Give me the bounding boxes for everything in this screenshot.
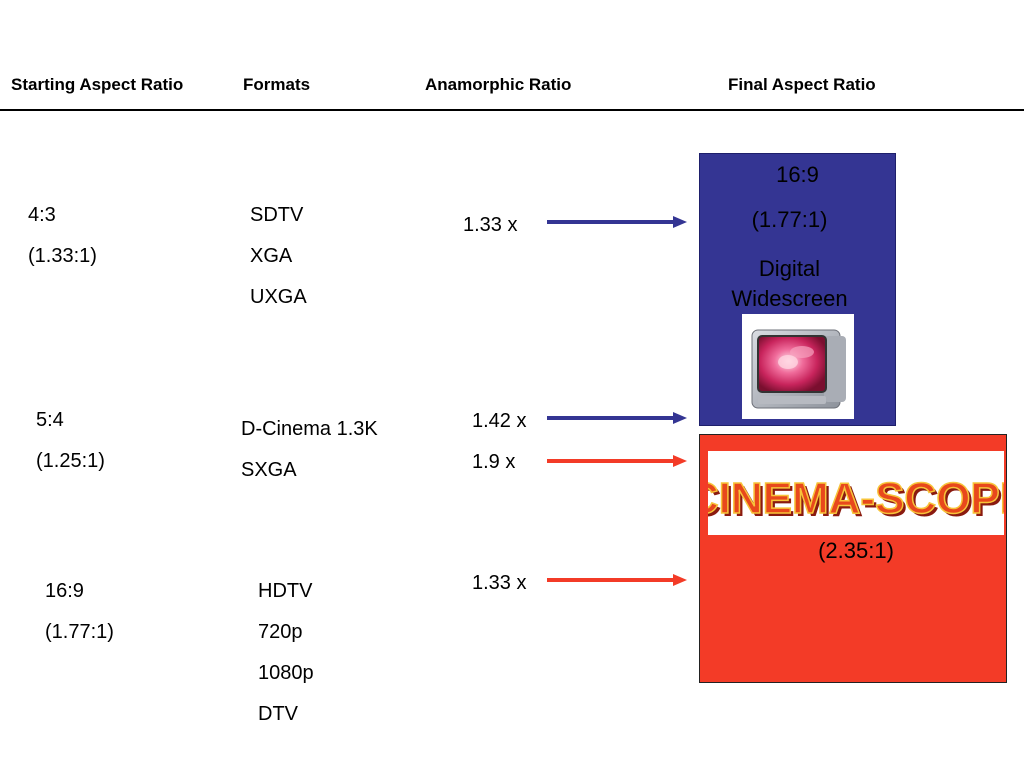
header-starting-aspect-ratio: Starting Aspect Ratio [11,75,184,94]
cinemascope-logo-graphic: CINEMA-SCOPE CINEMA-SCOPE [686,473,1024,526]
row-4-3-starting: 4:3 (1.33:1) [28,195,97,277]
television-icon [751,329,846,409]
anamorphic-factor: 1.33 x [463,214,518,236]
widescreen-ratio: 16:9 [776,162,819,187]
row-16-9-starting: 16:9 (1.77:1) [45,571,114,653]
format-item: UXGA [250,286,307,308]
format-item: DTV [258,703,298,725]
starting-ratio-numeric: (1.33:1) [28,245,97,267]
starting-ratio-numeric: (1.77:1) [45,621,114,643]
row-5-4-starting: 5:4 (1.25:1) [36,400,105,482]
header-anamorphic-ratio: Anamorphic Ratio [425,75,572,94]
blue-arrow [547,412,687,424]
anamorphic-factor: 1.9 x [472,451,516,473]
anamorphic-factor: 1.42 x [472,410,527,432]
format-item: SXGA [241,459,297,481]
format-item: D-Cinema 1.3K [241,418,378,440]
cinemascope-logo: CINEMA-SCOPE CINEMA-SCOPE [686,451,1024,535]
starting-ratio: 16:9 [45,580,84,602]
widescreen-label: Digital Widescreen [691,254,888,314]
widescreen-label-line: Widescreen [731,286,848,311]
row-4-3-formats: SDTV XGA UXGA [250,195,307,318]
starting-ratio: 5:4 [36,409,64,431]
widescreen-ratio-numeric: (1.77:1) [751,207,828,232]
cinemascope-logo-shadow: CINEMA-SCOPE [708,477,1004,526]
starting-ratio: 4:3 [28,204,56,226]
starting-ratio-numeric: (1.25:1) [36,450,105,472]
cinemascope-ratio-numeric: (2.35:1) [818,538,894,563]
cinemascope-logo-text: CINEMA-SCOPE [708,474,1004,523]
row-16-9-formats: HDTV 720p 1080p DTV [258,571,314,735]
header-formats: Formats [243,75,311,94]
header-final-aspect-ratio: Final Aspect Ratio [728,75,876,94]
format-item: SDTV [250,204,304,226]
blue-arrow [547,216,687,228]
header-divider [0,109,1024,111]
red-arrow [547,455,687,467]
row-5-4-formats: D-Cinema 1.3K SXGA [241,409,378,491]
widescreen-tv-image [742,314,854,419]
format-item: 720p [258,621,303,643]
anamorphic-factor: 1.33 x [472,572,527,594]
format-item: HDTV [258,580,313,602]
widescreen-label-line: Digital [758,256,821,281]
format-item: 1080p [258,662,314,684]
red-arrow [547,574,687,586]
format-item: XGA [250,245,293,267]
